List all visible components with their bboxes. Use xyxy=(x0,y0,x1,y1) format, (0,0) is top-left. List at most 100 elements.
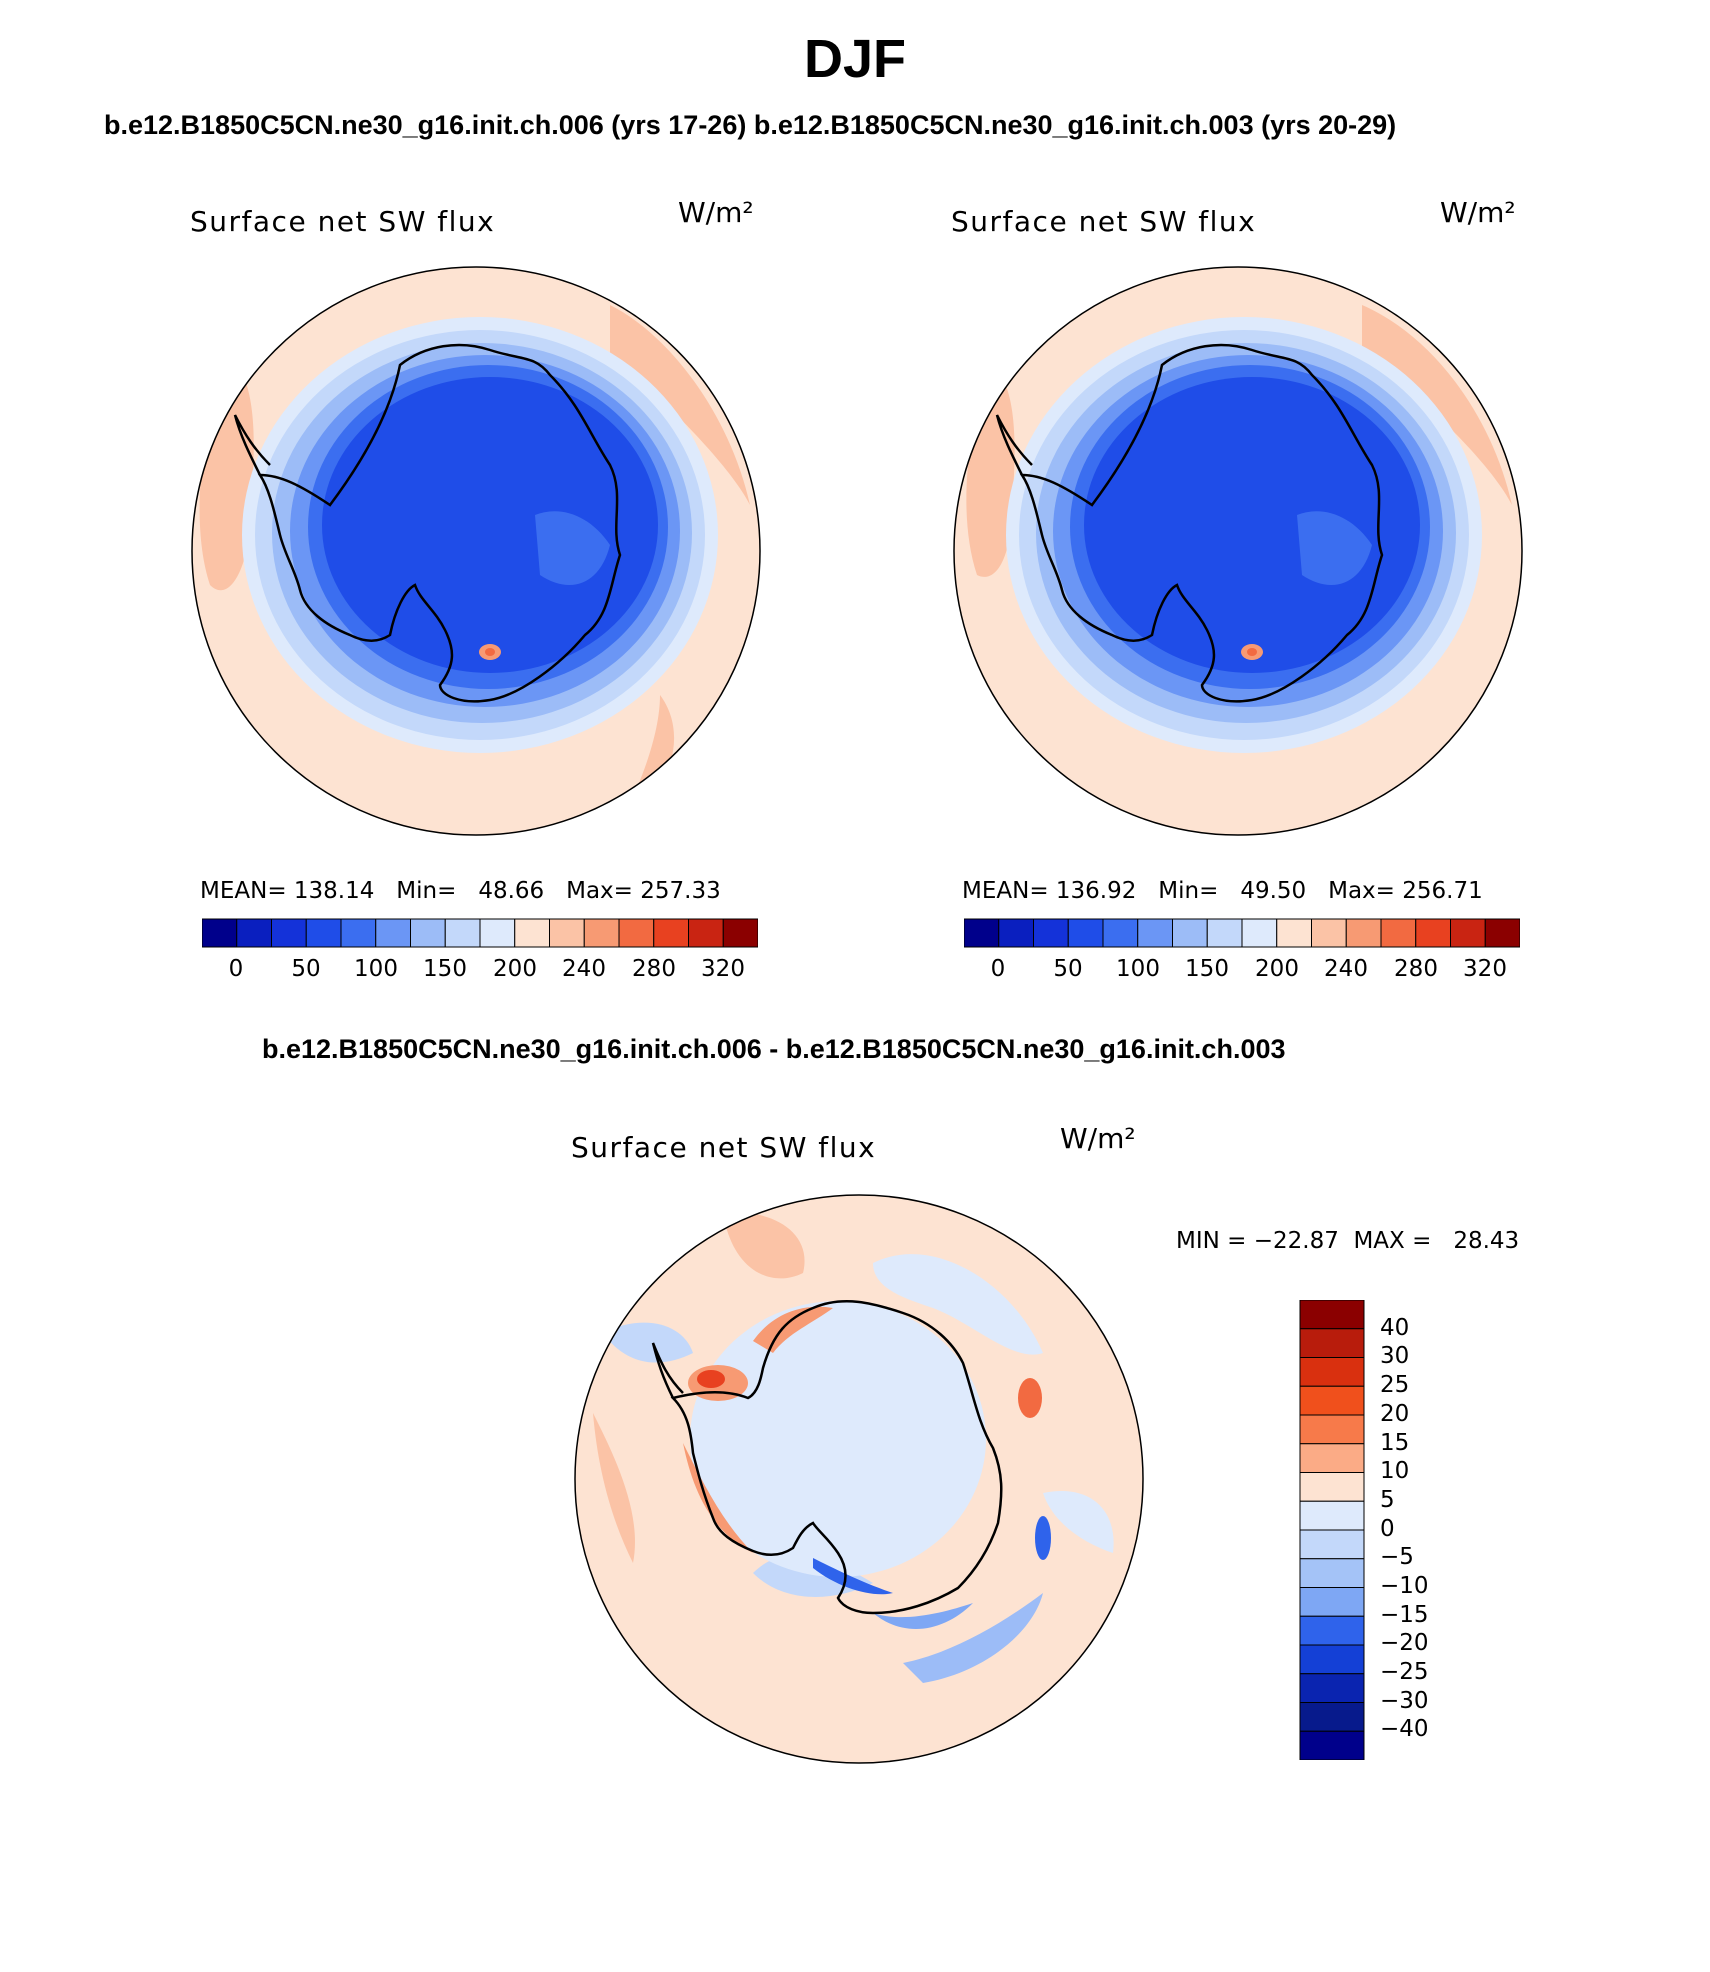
map-boundary-3 xyxy=(574,1194,1144,1764)
colorbar-swatch xyxy=(653,918,689,948)
colorbar-3-tick: 25 xyxy=(1380,1372,1410,1398)
colorbar-1-tick: 240 xyxy=(562,956,606,982)
season-title: DJF xyxy=(803,29,906,89)
colorbar-swatch xyxy=(1102,918,1139,948)
colorbar-swatch xyxy=(1299,1472,1365,1502)
colorbar-swatch xyxy=(722,918,758,948)
colorbar-swatch xyxy=(618,918,655,948)
antarctica-coastline-3 xyxy=(670,1300,1003,1615)
colorbar-swatch xyxy=(271,918,307,948)
antarctic-peninsula-3 xyxy=(651,1342,684,1399)
runs-title: b.e12.B1850C5CN.ne30_g16.init.ch.006 (yr… xyxy=(104,110,1397,140)
colorbar-1-tick: 200 xyxy=(493,956,537,982)
colorbar-swatch xyxy=(1299,1414,1365,1445)
colorbar-2-tick: 200 xyxy=(1255,956,1299,982)
colorbar-1-tick: 100 xyxy=(354,956,398,982)
colorbar-swatch xyxy=(1299,1500,1365,1531)
panel-2-variable: Surface net SW flux xyxy=(951,205,1257,238)
colorbar-swatch xyxy=(1299,1529,1365,1560)
panel-3-variable: Surface net SW flux xyxy=(571,1131,877,1164)
colorbar-2-tick: 320 xyxy=(1463,956,1507,982)
colorbar-1 xyxy=(202,918,758,948)
panel-2-units: W/m² xyxy=(1440,196,1516,229)
colorbar-2-tick: 280 xyxy=(1394,956,1438,982)
colorbar-swatch xyxy=(410,918,446,948)
colorbar-swatch xyxy=(688,918,724,948)
panel-1-units: W/m² xyxy=(678,196,754,229)
colorbar-1-tick: 320 xyxy=(701,956,745,982)
colorbar-swatch xyxy=(1276,918,1312,948)
colorbar-3-tick: 30 xyxy=(1380,1343,1410,1369)
colorbar-swatch xyxy=(1415,918,1451,948)
colorbar-3-tick: −30 xyxy=(1380,1688,1429,1714)
map-panel-2 xyxy=(953,266,1523,836)
colorbar-swatch xyxy=(1299,1385,1365,1416)
colorbar-2-tick: 50 xyxy=(1053,956,1083,982)
colorbar-swatch xyxy=(1206,918,1243,948)
colorbar-3-tick: −5 xyxy=(1380,1544,1414,1570)
panel-1-variable: Surface net SW flux xyxy=(190,205,496,238)
antarctic-peninsula-2 xyxy=(995,414,1033,476)
colorbar-2-tick: 0 xyxy=(990,956,1006,982)
colorbar-3-tick: 15 xyxy=(1380,1430,1410,1456)
colorbar-swatch xyxy=(1172,918,1208,948)
colorbar-1-tick: 50 xyxy=(291,956,321,982)
colorbar-swatch xyxy=(1311,918,1347,948)
colorbar-swatch xyxy=(1299,1328,1365,1358)
map-boundary-2 xyxy=(953,266,1523,836)
colorbar-1-ticks: 0 50 100 150 200 240 280 320 xyxy=(202,956,758,986)
colorbar-swatch xyxy=(1299,1702,1365,1732)
colorbar-2-tick: 240 xyxy=(1324,956,1368,982)
colorbar-swatch xyxy=(1299,1357,1365,1387)
colorbar-1-tick: 150 xyxy=(423,956,467,982)
antarctica-coastline-2 xyxy=(1019,343,1384,703)
colorbar-swatch xyxy=(1299,1644,1365,1675)
panel-3-units: W/m² xyxy=(1060,1122,1136,1155)
colorbar-3-tick: 40 xyxy=(1380,1315,1410,1341)
colorbar-swatch xyxy=(1450,918,1486,948)
colorbar-3-tick: −10 xyxy=(1380,1573,1429,1599)
colorbar-swatch xyxy=(444,918,481,948)
colorbar-3-tick: 5 xyxy=(1380,1487,1395,1513)
panel-3-stats: MIN = −22.87 MAX = 28.43 xyxy=(1176,1228,1520,1254)
flux-field-1 xyxy=(192,267,760,835)
map-boundary-1 xyxy=(191,266,761,836)
flux-difference-field xyxy=(575,1195,1143,1763)
colorbar-swatch xyxy=(964,918,1000,948)
colorbar-swatch xyxy=(1299,1443,1365,1473)
colorbar-2-tick: 150 xyxy=(1185,956,1229,982)
colorbar-swatch xyxy=(479,918,516,948)
colorbar-3-tick: 0 xyxy=(1380,1516,1395,1542)
difference-title: b.e12.B1850C5CN.ne30_g16.init.ch.006 - b… xyxy=(262,1034,1286,1064)
antarctica-coastline-1 xyxy=(257,343,622,703)
colorbar-swatch xyxy=(998,918,1034,948)
colorbar-swatch xyxy=(1380,918,1417,948)
colorbar-swatch xyxy=(514,918,550,948)
colorbar-swatch xyxy=(1484,918,1520,948)
colorbar-3-ticks: 40 30 25 20 15 10 5 0 −5 −10 −15 −20 −25… xyxy=(1380,1300,1500,1760)
colorbar-swatch xyxy=(1137,918,1173,948)
colorbar-3-tick: −25 xyxy=(1380,1659,1429,1685)
colorbar-swatch xyxy=(1299,1673,1365,1703)
colorbar-swatch xyxy=(549,918,585,948)
colorbar-1-tick: 280 xyxy=(632,956,676,982)
colorbar-swatch xyxy=(1345,918,1382,948)
antarctic-peninsula-1 xyxy=(233,414,271,476)
colorbar-swatch xyxy=(1299,1587,1365,1617)
map-panel-1 xyxy=(191,266,761,836)
map-panel-3 xyxy=(574,1194,1144,1764)
colorbar-swatch xyxy=(1299,1300,1365,1330)
colorbar-3-tick: 20 xyxy=(1380,1401,1410,1427)
colorbar-swatch xyxy=(1033,918,1069,948)
panel-2-stats: MEAN= 136.92 Min= 49.50 Max= 256.71 xyxy=(962,878,1483,904)
flux-field-2 xyxy=(954,267,1522,835)
colorbar-swatch xyxy=(1241,918,1278,948)
colorbar-swatch xyxy=(1067,918,1104,948)
colorbar-3-tick: −20 xyxy=(1380,1630,1429,1656)
colorbar-swatch xyxy=(236,918,272,948)
colorbar-3 xyxy=(1299,1300,1365,1760)
colorbar-swatch xyxy=(340,918,377,948)
colorbar-2-ticks: 0 50 100 150 200 240 280 320 xyxy=(964,956,1520,986)
colorbar-swatch xyxy=(202,918,238,948)
colorbar-swatch xyxy=(1299,1730,1365,1760)
